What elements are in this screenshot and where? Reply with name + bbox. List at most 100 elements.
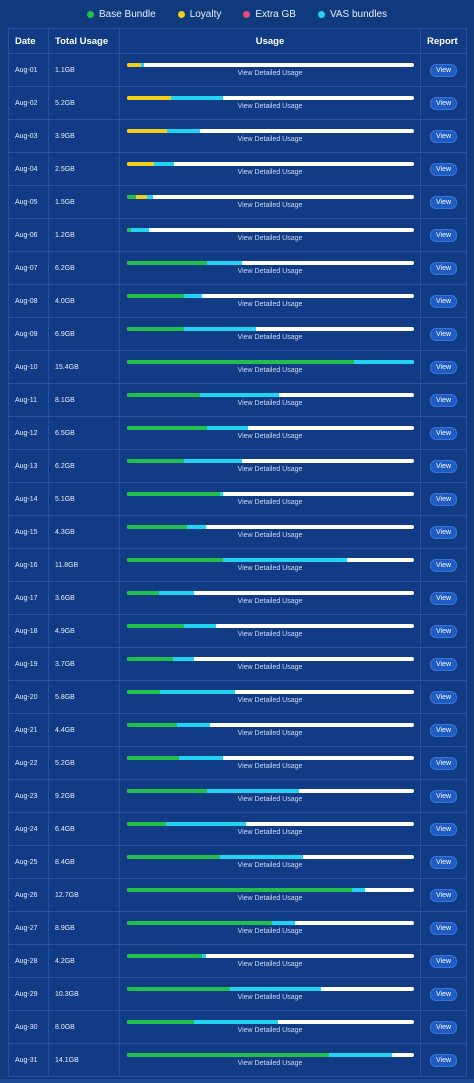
view-report-button[interactable]: View — [429, 822, 458, 836]
row-date: Aug-26 — [8, 878, 49, 912]
row-date: Aug-17 — [8, 581, 49, 615]
view-detailed-usage-link[interactable]: View Detailed Usage — [237, 829, 303, 836]
view-detailed-usage-link[interactable]: View Detailed Usage — [237, 202, 303, 209]
view-detailed-usage-link[interactable]: View Detailed Usage — [237, 499, 303, 506]
view-report-button[interactable]: View — [429, 888, 458, 902]
view-report-button[interactable]: View — [429, 162, 458, 176]
header-date[interactable]: Date — [8, 28, 49, 54]
view-report-button[interactable]: View — [429, 987, 458, 1001]
view-detailed-usage-link[interactable]: View Detailed Usage — [237, 268, 303, 275]
row-report-cell: View — [420, 350, 467, 384]
view-report-button[interactable]: View — [429, 558, 458, 572]
view-detailed-usage-link[interactable]: View Detailed Usage — [237, 169, 303, 176]
vas-bundles-segment — [165, 822, 247, 826]
view-report-button[interactable]: View — [429, 921, 458, 935]
usage-bar-wrap: View Detailed Usage — [126, 189, 414, 215]
usage-progress-bar — [127, 1020, 414, 1024]
base-bundle-segment — [127, 558, 224, 562]
row-total-usage: 15.4GB — [48, 350, 120, 384]
view-report-button[interactable]: View — [429, 393, 458, 407]
view-report-button[interactable]: View — [429, 789, 458, 803]
usage-bar-wrap: View Detailed Usage — [126, 717, 414, 743]
usage-bar-wrap: View Detailed Usage — [126, 288, 414, 314]
row-report-cell: View — [420, 152, 467, 186]
view-report-button[interactable]: View — [429, 954, 458, 968]
table-row: Aug-24 6.4GB View Detailed Usage View — [8, 812, 467, 846]
view-detailed-usage-link[interactable]: View Detailed Usage — [237, 895, 303, 902]
view-detailed-usage-link[interactable]: View Detailed Usage — [237, 400, 303, 407]
view-detailed-usage-link[interactable]: View Detailed Usage — [237, 70, 303, 77]
view-detailed-usage-link[interactable]: View Detailed Usage — [237, 796, 303, 803]
view-detailed-usage-link[interactable]: View Detailed Usage — [237, 301, 303, 308]
view-detailed-usage-link[interactable]: View Detailed Usage — [237, 136, 303, 143]
row-date: Aug-16 — [8, 548, 49, 582]
view-report-button[interactable]: View — [429, 261, 458, 275]
row-usage-cell: View Detailed Usage — [119, 680, 421, 714]
view-detailed-usage-link[interactable]: View Detailed Usage — [237, 631, 303, 638]
view-report-button[interactable]: View — [429, 723, 458, 737]
view-detailed-usage-link[interactable]: View Detailed Usage — [237, 730, 303, 737]
view-detailed-usage-link[interactable]: View Detailed Usage — [237, 235, 303, 242]
view-report-button[interactable]: View — [429, 1020, 458, 1034]
vas-bundles-segment — [131, 228, 149, 232]
view-detailed-usage-link[interactable]: View Detailed Usage — [237, 433, 303, 440]
view-report-button[interactable]: View — [429, 426, 458, 440]
view-detailed-usage-link[interactable]: View Detailed Usage — [237, 961, 303, 968]
base-bundle-segment — [127, 1020, 195, 1024]
legend-label: VAS bundles — [329, 8, 388, 20]
row-date: Aug-25 — [8, 845, 49, 879]
view-report-button[interactable]: View — [429, 63, 458, 77]
usage-progress-bar — [127, 921, 414, 925]
view-report-button[interactable]: View — [429, 492, 458, 506]
view-report-button[interactable]: View — [429, 690, 458, 704]
header-total-usage[interactable]: Total Usage — [48, 28, 120, 54]
row-usage-cell: View Detailed Usage — [119, 251, 421, 285]
view-detailed-usage-link[interactable]: View Detailed Usage — [237, 367, 303, 374]
view-detailed-usage-link[interactable]: View Detailed Usage — [237, 664, 303, 671]
vas-bundles-segment — [167, 129, 201, 133]
table-row: Aug-04 2.5GB View Detailed Usage View — [8, 152, 467, 186]
view-detailed-usage-link[interactable]: View Detailed Usage — [237, 697, 303, 704]
view-report-button[interactable]: View — [429, 360, 458, 374]
view-report-button[interactable]: View — [429, 294, 458, 308]
view-detailed-usage-link[interactable]: View Detailed Usage — [237, 928, 303, 935]
view-report-button[interactable]: View — [429, 459, 458, 473]
view-detailed-usage-link[interactable]: View Detailed Usage — [237, 103, 303, 110]
view-detailed-usage-link[interactable]: View Detailed Usage — [237, 862, 303, 869]
row-usage-cell: View Detailed Usage — [119, 746, 421, 780]
base-bundle-segment — [127, 228, 132, 232]
table-row: Aug-23 9.2GB View Detailed Usage View — [8, 779, 467, 813]
view-report-button[interactable]: View — [429, 525, 458, 539]
view-report-button[interactable]: View — [429, 624, 458, 638]
view-report-button[interactable]: View — [429, 129, 458, 143]
view-detailed-usage-link[interactable]: View Detailed Usage — [237, 334, 303, 341]
view-report-button[interactable]: View — [429, 327, 458, 341]
view-detailed-usage-link[interactable]: View Detailed Usage — [237, 1060, 303, 1067]
view-report-button[interactable]: View — [429, 96, 458, 110]
base-bundle-segment — [127, 624, 185, 628]
view-detailed-usage-link[interactable]: View Detailed Usage — [237, 532, 303, 539]
row-date: Aug-12 — [8, 416, 49, 450]
view-detailed-usage-link[interactable]: View Detailed Usage — [237, 994, 303, 1001]
row-total-usage: 14.1GB — [48, 1043, 120, 1077]
view-report-button[interactable]: View — [429, 1053, 458, 1067]
vas-bundles-segment — [154, 162, 175, 166]
base-bundle-segment — [127, 360, 354, 364]
row-report-cell: View — [420, 119, 467, 153]
base-bundle-segment — [127, 393, 201, 397]
view-detailed-usage-link[interactable]: View Detailed Usage — [237, 763, 303, 770]
view-report-button[interactable]: View — [429, 657, 458, 671]
view-report-button[interactable]: View — [429, 756, 458, 770]
table-row: Aug-14 5.1GB View Detailed Usage View — [8, 482, 467, 516]
view-report-button[interactable]: View — [429, 195, 458, 209]
view-detailed-usage-link[interactable]: View Detailed Usage — [237, 1027, 303, 1034]
view-report-button[interactable]: View — [429, 855, 458, 869]
usage-progress-bar — [127, 525, 414, 529]
row-usage-cell: View Detailed Usage — [119, 185, 421, 219]
view-report-button[interactable]: View — [429, 228, 458, 242]
view-detailed-usage-link[interactable]: View Detailed Usage — [237, 565, 303, 572]
view-detailed-usage-link[interactable]: View Detailed Usage — [237, 598, 303, 605]
view-detailed-usage-link[interactable]: View Detailed Usage — [237, 466, 303, 473]
view-report-button[interactable]: View — [429, 591, 458, 605]
usage-progress-bar — [127, 426, 414, 430]
